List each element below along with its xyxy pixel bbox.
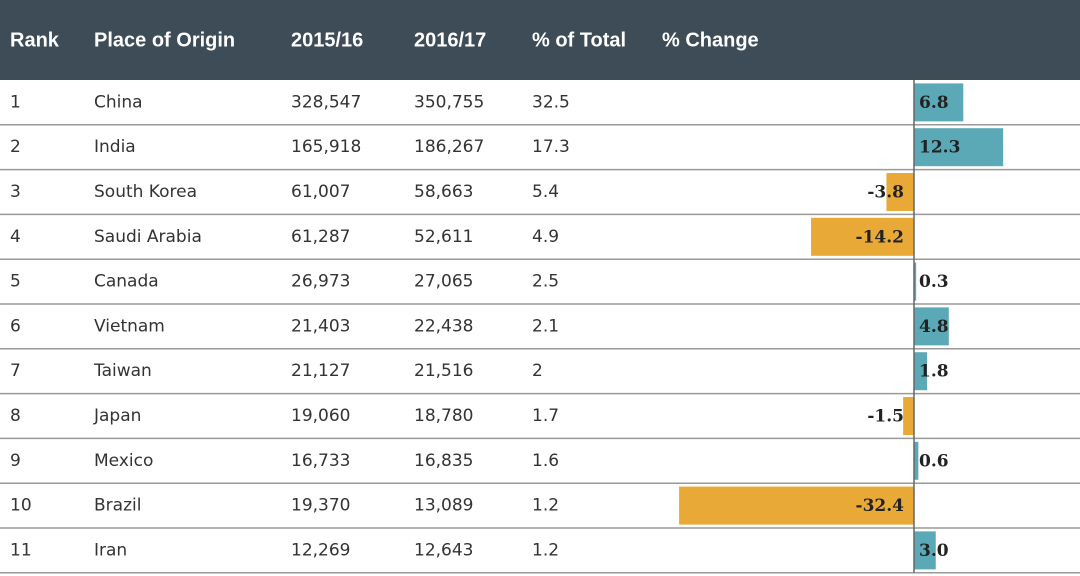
table-cell: 4.9: [532, 227, 559, 247]
table-cell: Vietnam: [94, 316, 165, 336]
table-cell: Taiwan: [93, 361, 152, 381]
table-cell: China: [94, 92, 143, 112]
change-label: -1.5: [867, 407, 904, 427]
table-cell: 1.6: [532, 451, 559, 471]
table-cell: 165,918: [291, 137, 361, 157]
change-bar: [914, 441, 919, 480]
table-cell: 12,269: [291, 540, 350, 560]
table-cell: Canada: [94, 272, 159, 292]
header-cell: % of Total: [532, 29, 626, 51]
header-cell: Rank: [10, 29, 60, 51]
table-cell: 16,733: [291, 451, 350, 471]
header-cell: 2016/17: [414, 29, 486, 51]
table-cell: 22,438: [414, 316, 473, 336]
table-cell: 1: [10, 92, 21, 112]
change-bar: [811, 217, 914, 256]
change-label: -3.8: [867, 183, 904, 203]
table-cell: 4: [10, 227, 21, 247]
header-cell: % Change: [662, 29, 759, 51]
header-bar: [0, 0, 1080, 80]
table-cell: 1.7: [532, 406, 559, 426]
table-cell: 6: [10, 316, 21, 336]
table-cell: 2: [10, 137, 21, 157]
change-bar: [886, 173, 914, 211]
table-cell: 19,370: [291, 496, 350, 516]
table-cell: 3: [10, 182, 21, 202]
table-cell: 26,973: [291, 272, 350, 292]
change-bar: [914, 531, 936, 570]
change-bar: [914, 128, 1004, 167]
table-cell: South Korea: [94, 182, 197, 202]
table-cell: India: [94, 137, 136, 157]
change-bar: [914, 83, 964, 122]
table-cell: 186,267: [414, 137, 484, 157]
change-label: 6.8: [919, 93, 949, 113]
table-cell: 5: [10, 272, 21, 292]
table-cell: Saudi Arabia: [94, 227, 202, 247]
table-cell: Brazil: [94, 496, 141, 516]
change-bar: [914, 307, 949, 346]
table-cell: 10: [10, 496, 32, 516]
table-cell: 17.3: [532, 137, 570, 157]
table-cell: 5.4: [532, 182, 559, 202]
table-cell: 2: [532, 361, 543, 381]
table-cell: 19,060: [291, 406, 350, 426]
table-cell: 2.1: [532, 316, 559, 336]
table-cell: 11: [10, 540, 32, 560]
table-cell: 2.5: [532, 272, 559, 292]
table-cell: 52,611: [414, 227, 473, 247]
header-cell: Place of Origin: [94, 29, 235, 51]
table-cell: 61,287: [291, 227, 350, 247]
table-cell: 21,127: [291, 361, 350, 381]
table-cell: 1.2: [532, 496, 559, 516]
change-bar: [679, 486, 914, 525]
change-label: 4.8: [919, 317, 949, 337]
change-bar: [914, 352, 928, 391]
table-cell: 61,007: [291, 182, 350, 202]
table-cell: Japan: [93, 406, 141, 426]
change-bar: [903, 397, 914, 435]
table-cell: 58,663: [414, 182, 473, 202]
table-cell: 27,065: [414, 272, 473, 292]
change-label: 3.0: [919, 541, 949, 561]
change-label: -32.4: [856, 496, 905, 516]
change-label: 1.8: [919, 362, 949, 382]
change-label: 0.3: [919, 272, 949, 292]
table-cell: Mexico: [94, 451, 153, 471]
table-cell: 7: [10, 361, 21, 381]
table-cell: 21,403: [291, 316, 350, 336]
table-cell: 16,835: [414, 451, 473, 471]
table-cell: 9: [10, 451, 21, 471]
table-cell: 12,643: [414, 540, 473, 560]
change-label: 12.3: [919, 138, 960, 158]
table-cell: 350,755: [414, 92, 484, 112]
change-label: 0.6: [919, 451, 949, 471]
table-cell: 32.5: [532, 92, 570, 112]
change-label: -14.2: [856, 227, 904, 247]
change-bar: [914, 262, 917, 301]
table-cell: 328,547: [291, 92, 361, 112]
table-cell: 1.2: [532, 540, 559, 560]
header-cell: 2015/16: [291, 29, 363, 51]
table-cell: 18,780: [414, 406, 473, 426]
table-cell: 21,516: [414, 361, 473, 381]
table-cell: Iran: [94, 540, 127, 560]
table-cell: 13,089: [414, 496, 473, 516]
table-cell: 8: [10, 406, 21, 426]
